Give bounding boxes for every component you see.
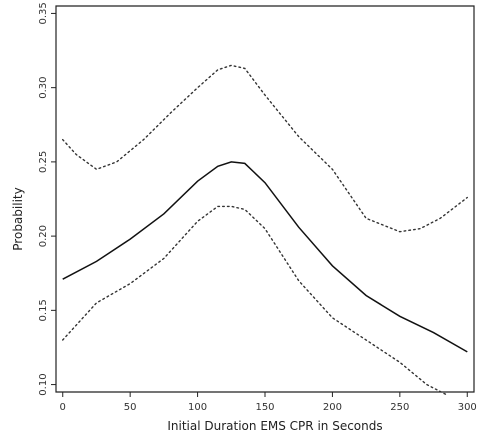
x-tick-label: 200 <box>323 402 342 413</box>
x-tick-label: 0 <box>60 402 66 413</box>
confidence-band-line <box>62 64 468 233</box>
x-tick-label: 250 <box>390 402 409 413</box>
confidence-band-line <box>62 205 448 396</box>
x-tick-label: 50 <box>124 402 137 413</box>
y-tick-label: 0.25 <box>38 151 49 173</box>
axes: 0 50 100 150 200 250 300 0.10 0.15 0.20 0.25 0.30 0.… <box>38 2 477 413</box>
x-tick-label: 150 <box>255 402 274 413</box>
y-tick-label: 0.20 <box>38 225 49 247</box>
series-group <box>62 64 468 396</box>
x-tick-label: 100 <box>188 402 207 413</box>
y-tick-label: 0.15 <box>38 299 49 321</box>
plot-frame <box>55 5 475 393</box>
y-tick-label: 0.35 <box>38 2 49 24</box>
y-axis-label: Probability <box>11 187 25 250</box>
y-tick-label: 0.30 <box>38 77 49 99</box>
estimate-line <box>62 161 468 353</box>
x-axis-label: Initial Duration EMS CPR in Seconds <box>167 419 382 433</box>
y-tick-label: 0.10 <box>38 373 49 395</box>
x-tick-label: 300 <box>458 402 477 413</box>
